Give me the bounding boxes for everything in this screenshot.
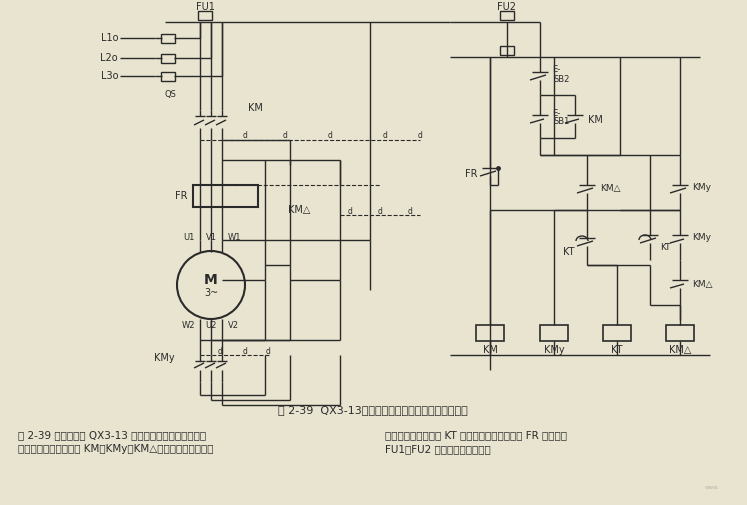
Text: KMy: KMy	[692, 233, 711, 242]
Bar	[198, 11, 212, 20]
Text: QS: QS	[164, 89, 176, 98]
Text: SB2: SB2	[553, 75, 569, 83]
Text: KM: KM	[588, 115, 603, 125]
Text: KM△: KM△	[600, 183, 621, 192]
Text: KT: KT	[611, 345, 623, 355]
Text: d: d	[243, 131, 247, 140]
Text: KT: KT	[660, 243, 671, 252]
Text: FR: FR	[175, 191, 187, 201]
Text: L1o: L1o	[101, 33, 118, 43]
Bar	[540, 325, 568, 341]
Text: KM: KM	[483, 345, 498, 355]
Text: FU1、FU2 作过载与短路保护。: FU1、FU2 作过载与短路保护。	[385, 444, 491, 454]
Text: W2: W2	[182, 321, 195, 329]
Text: U2: U2	[205, 321, 217, 329]
Text: L2o: L2o	[100, 53, 118, 63]
Text: d: d	[377, 207, 382, 216]
Text: d: d	[217, 346, 223, 356]
Bar	[500, 46, 514, 55]
Text: KT: KT	[563, 247, 575, 257]
Bar	[666, 325, 694, 341]
Bar	[161, 34, 175, 43]
Text: E-: E-	[552, 66, 560, 75]
Text: d: d	[418, 131, 423, 140]
Bar	[193, 185, 258, 207]
Text: d: d	[382, 131, 388, 140]
Text: FR: FR	[465, 169, 478, 179]
Text: KM△: KM△	[669, 345, 691, 355]
Text: 电延时型时间继电器 KT 和按钮组成，热继电器 FR 和熔断器: 电延时型时间继电器 KT 和按钮组成，热继电器 FR 和熔断器	[385, 430, 567, 440]
Text: 图 2-39  QX3-13型星三角形降压自动起动器控制线路: 图 2-39 QX3-13型星三角形降压自动起动器控制线路	[278, 405, 468, 415]
Text: KMy: KMy	[544, 345, 564, 355]
Text: d: d	[328, 131, 332, 140]
Bar	[500, 11, 514, 20]
Text: KMy: KMy	[155, 353, 175, 363]
Text: FU1: FU1	[196, 2, 214, 12]
Text: U1: U1	[184, 232, 195, 241]
Text: d: d	[347, 207, 353, 216]
Text: V2: V2	[228, 321, 239, 329]
Bar	[603, 325, 631, 341]
Text: d: d	[243, 346, 247, 356]
Text: W1: W1	[228, 232, 241, 241]
Bar	[161, 72, 175, 81]
Text: V1: V1	[205, 232, 217, 241]
Text: 3~: 3~	[204, 288, 218, 298]
Bar	[476, 325, 504, 341]
Text: 制线路。该线路主要由 KM、KMy、KM△三个接触器，一个通: 制线路。该线路主要由 KM、KMy、KM△三个接触器，一个通	[18, 444, 214, 454]
Text: M: M	[204, 273, 218, 287]
Text: L3o: L3o	[101, 71, 118, 81]
Text: d: d	[282, 131, 288, 140]
Text: KM: KM	[248, 103, 263, 113]
Text: FU2: FU2	[498, 2, 516, 12]
Text: d: d	[408, 207, 412, 216]
Bar	[161, 54, 175, 63]
Text: SB1: SB1	[553, 118, 569, 126]
Text: 图 2-39 所示为采用 QX3-13 型星三角降压自动起动器控: 图 2-39 所示为采用 QX3-13 型星三角降压自动起动器控	[18, 430, 206, 440]
Text: KM△: KM△	[288, 205, 310, 215]
Text: KMy: KMy	[692, 183, 711, 192]
Text: d: d	[266, 346, 270, 356]
Text: KM△: KM△	[692, 279, 713, 288]
Text: www.: www.	[705, 485, 720, 490]
Text: E-: E-	[552, 109, 560, 118]
